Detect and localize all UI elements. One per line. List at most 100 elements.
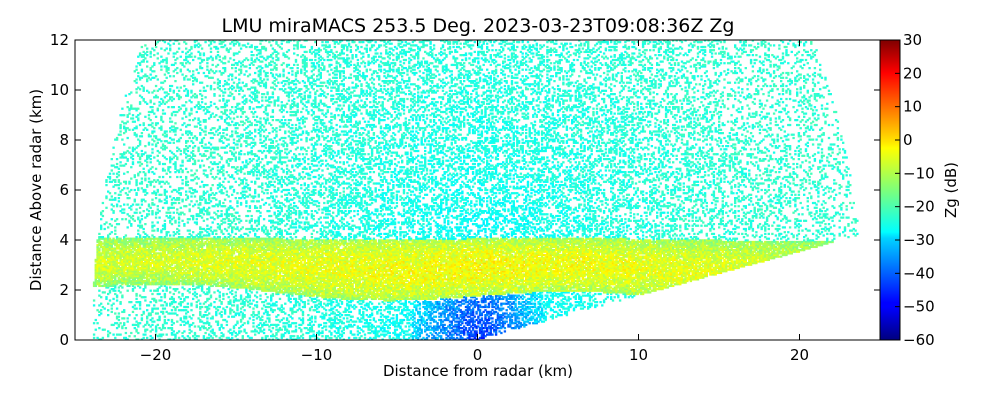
heatmap-cell [252, 318, 255, 322]
heatmap-cell [199, 294, 202, 297]
heatmap-cell [185, 317, 188, 320]
heatmap-cell [342, 310, 345, 314]
heatmap-cell [123, 310, 126, 314]
heatmap-cell [401, 322, 404, 325]
heatmap-cell [378, 318, 381, 322]
heatmap-cell [516, 317, 519, 320]
heatmap-cell [408, 322, 411, 325]
heatmap-cell [294, 302, 298, 305]
heatmap-cell [360, 288, 363, 291]
heatmap-cell [463, 317, 466, 320]
heatmap-cell [590, 288, 593, 291]
heatmap-cell [484, 297, 487, 301]
heatmap-cell [153, 299, 156, 302]
heatmap-cell [443, 331, 446, 335]
heatmap-cell [289, 289, 292, 292]
heatmap-cell [355, 305, 358, 309]
heatmap-cell [374, 305, 377, 309]
heatmap-cell [507, 315, 510, 318]
heatmap-cell [365, 302, 368, 305]
heatmap-cell [388, 286, 391, 289]
heatmap-cell [613, 288, 616, 291]
heatmap-cell [312, 330, 315, 333]
heatmap-cell [440, 294, 443, 297]
heatmap-cell [282, 325, 285, 328]
heatmap-cell [114, 292, 117, 296]
heatmap-cell [450, 315, 453, 318]
heatmap-cell [411, 288, 415, 291]
heatmap-cell [158, 335, 161, 338]
heatmap-cell [248, 302, 252, 305]
heatmap-cell [539, 294, 542, 297]
heatmap-cell [406, 317, 409, 320]
heatmap-cell [337, 314, 340, 317]
heatmap-cell [425, 318, 429, 322]
heatmap-cell [473, 325, 476, 328]
heatmap-cell [454, 331, 457, 335]
heatmap-cell [519, 314, 523, 317]
heatmap-cell [200, 320, 204, 323]
heatmap-cell [280, 328, 283, 331]
heatmap-cell [418, 335, 422, 338]
heatmap-cell [509, 301, 512, 304]
heatmap-cell [337, 292, 340, 296]
heatmap-cell [401, 286, 404, 289]
heatmap-cell [393, 320, 397, 323]
heatmap-cell [383, 327, 386, 330]
heatmap-cell [323, 325, 326, 328]
heatmap-cell [447, 288, 450, 291]
heatmap-cell [482, 297, 485, 301]
heatmap-cell [445, 327, 448, 330]
heatmap-cell [255, 288, 259, 291]
heatmap-cell [208, 323, 211, 327]
heatmap-cell [252, 286, 255, 289]
heatmap-cell [466, 331, 469, 335]
heatmap-cell [293, 288, 296, 291]
heatmap-cell [427, 294, 430, 297]
heatmap-cell [374, 330, 377, 333]
heatmap-cell [406, 296, 409, 299]
heatmap-cell [402, 336, 406, 340]
heatmap-cell [526, 289, 530, 292]
heatmap-cell [135, 320, 138, 323]
heatmap-cell [307, 328, 310, 331]
heatmap-cell [422, 288, 425, 291]
heatmap-cell [259, 317, 262, 320]
heatmap-cell [264, 309, 268, 312]
heatmap-cell [445, 317, 448, 320]
heatmap-cell [452, 292, 455, 296]
heatmap-cell [441, 291, 445, 294]
heatmap-cell [525, 299, 528, 302]
heatmap-cell [514, 288, 517, 291]
heatmap-cell [300, 289, 303, 292]
heatmap-cell [347, 286, 351, 289]
heatmap-cell [229, 307, 232, 310]
heatmap-cell [459, 330, 462, 333]
heatmap-cell [578, 297, 581, 301]
heatmap-cell [285, 288, 289, 291]
heatmap-cell [484, 317, 487, 320]
heatmap-cell [337, 322, 340, 325]
heatmap-cell [243, 322, 246, 325]
heatmap-cell [370, 323, 374, 327]
heatmap-cell [190, 309, 193, 312]
heatmap-cell [103, 291, 106, 294]
heatmap-cell [294, 328, 298, 331]
heatmap-cell [393, 323, 397, 327]
heatmap-cell [427, 304, 430, 307]
heatmap-cell [314, 292, 317, 296]
heatmap-cell [468, 288, 471, 291]
heatmap-cell [112, 302, 115, 305]
heatmap-cell [271, 333, 275, 336]
heatmap-cell [422, 294, 425, 297]
heatmap-cell [183, 330, 186, 333]
heatmap-cell [401, 302, 404, 305]
heatmap-cell [404, 297, 407, 301]
heatmap-cell [167, 338, 170, 340]
heatmap-cell [383, 322, 386, 325]
heatmap-cell [493, 299, 496, 302]
heatmap-cell [170, 318, 174, 322]
heatmap-cell [218, 305, 221, 309]
heatmap-cell [496, 305, 500, 309]
heatmap-cell [556, 312, 560, 315]
